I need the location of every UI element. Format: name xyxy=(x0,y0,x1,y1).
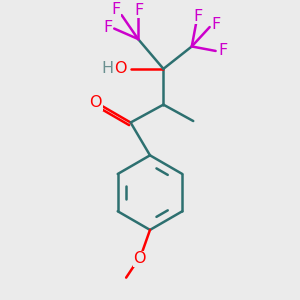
Text: F: F xyxy=(111,2,120,17)
Text: F: F xyxy=(103,20,112,34)
Text: F: F xyxy=(134,3,143,18)
Text: F: F xyxy=(218,44,228,59)
Text: F: F xyxy=(193,8,202,23)
Text: O: O xyxy=(133,251,146,266)
Text: F: F xyxy=(212,16,221,32)
Text: O: O xyxy=(89,95,102,110)
Text: O: O xyxy=(114,61,126,76)
Text: H: H xyxy=(101,61,113,76)
